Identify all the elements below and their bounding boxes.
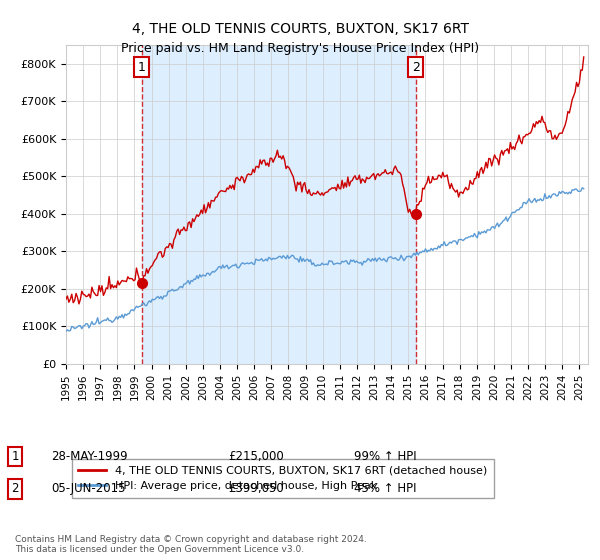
Text: 2: 2: [412, 60, 419, 74]
Bar: [142, 45, 416, 364]
Text: 1: 1: [138, 60, 146, 74]
Text: 2: 2: [11, 482, 19, 496]
Text: 4, THE OLD TENNIS COURTS, BUXTON, SK17 6RT: 4, THE OLD TENNIS COURTS, BUXTON, SK17 6…: [131, 22, 469, 36]
Text: 05-JUN-2015: 05-JUN-2015: [51, 482, 125, 496]
Text: £215,000: £215,000: [228, 450, 284, 463]
Text: £399,050: £399,050: [228, 482, 284, 496]
Text: 99% ↑ HPI: 99% ↑ HPI: [354, 450, 416, 463]
Text: Price paid vs. HM Land Registry's House Price Index (HPI): Price paid vs. HM Land Registry's House …: [121, 42, 479, 55]
Text: 28-MAY-1999: 28-MAY-1999: [51, 450, 128, 463]
Text: 45% ↑ HPI: 45% ↑ HPI: [354, 482, 416, 496]
Text: Contains HM Land Registry data © Crown copyright and database right 2024.
This d: Contains HM Land Registry data © Crown c…: [15, 535, 367, 554]
Legend: 4, THE OLD TENNIS COURTS, BUXTON, SK17 6RT (detached house), HPI: Average price,: 4, THE OLD TENNIS COURTS, BUXTON, SK17 6…: [71, 459, 494, 498]
Text: 1: 1: [11, 450, 19, 463]
